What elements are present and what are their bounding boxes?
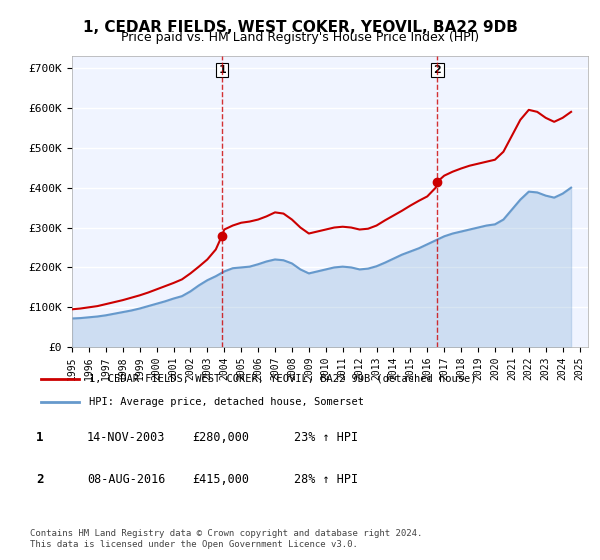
Text: 1: 1 [218,65,226,74]
Text: Price paid vs. HM Land Registry's House Price Index (HPI): Price paid vs. HM Land Registry's House … [121,31,479,44]
Text: Contains HM Land Registry data © Crown copyright and database right 2024.
This d: Contains HM Land Registry data © Crown c… [30,529,422,549]
Text: 23% ↑ HPI: 23% ↑ HPI [294,431,358,444]
Text: 1, CEDAR FIELDS, WEST COKER, YEOVIL, BA22 9DB (detached house): 1, CEDAR FIELDS, WEST COKER, YEOVIL, BA2… [89,374,477,384]
Text: HPI: Average price, detached house, Somerset: HPI: Average price, detached house, Some… [89,397,364,407]
Text: 2: 2 [434,65,442,74]
Text: 08-AUG-2016: 08-AUG-2016 [87,473,166,486]
Text: 1: 1 [36,431,43,444]
Text: 1, CEDAR FIELDS, WEST COKER, YEOVIL, BA22 9DB: 1, CEDAR FIELDS, WEST COKER, YEOVIL, BA2… [83,20,517,35]
Text: 2: 2 [36,473,43,486]
Text: 28% ↑ HPI: 28% ↑ HPI [294,473,358,486]
Text: £280,000: £280,000 [192,431,249,444]
Text: 14-NOV-2003: 14-NOV-2003 [87,431,166,444]
Text: £415,000: £415,000 [192,473,249,486]
